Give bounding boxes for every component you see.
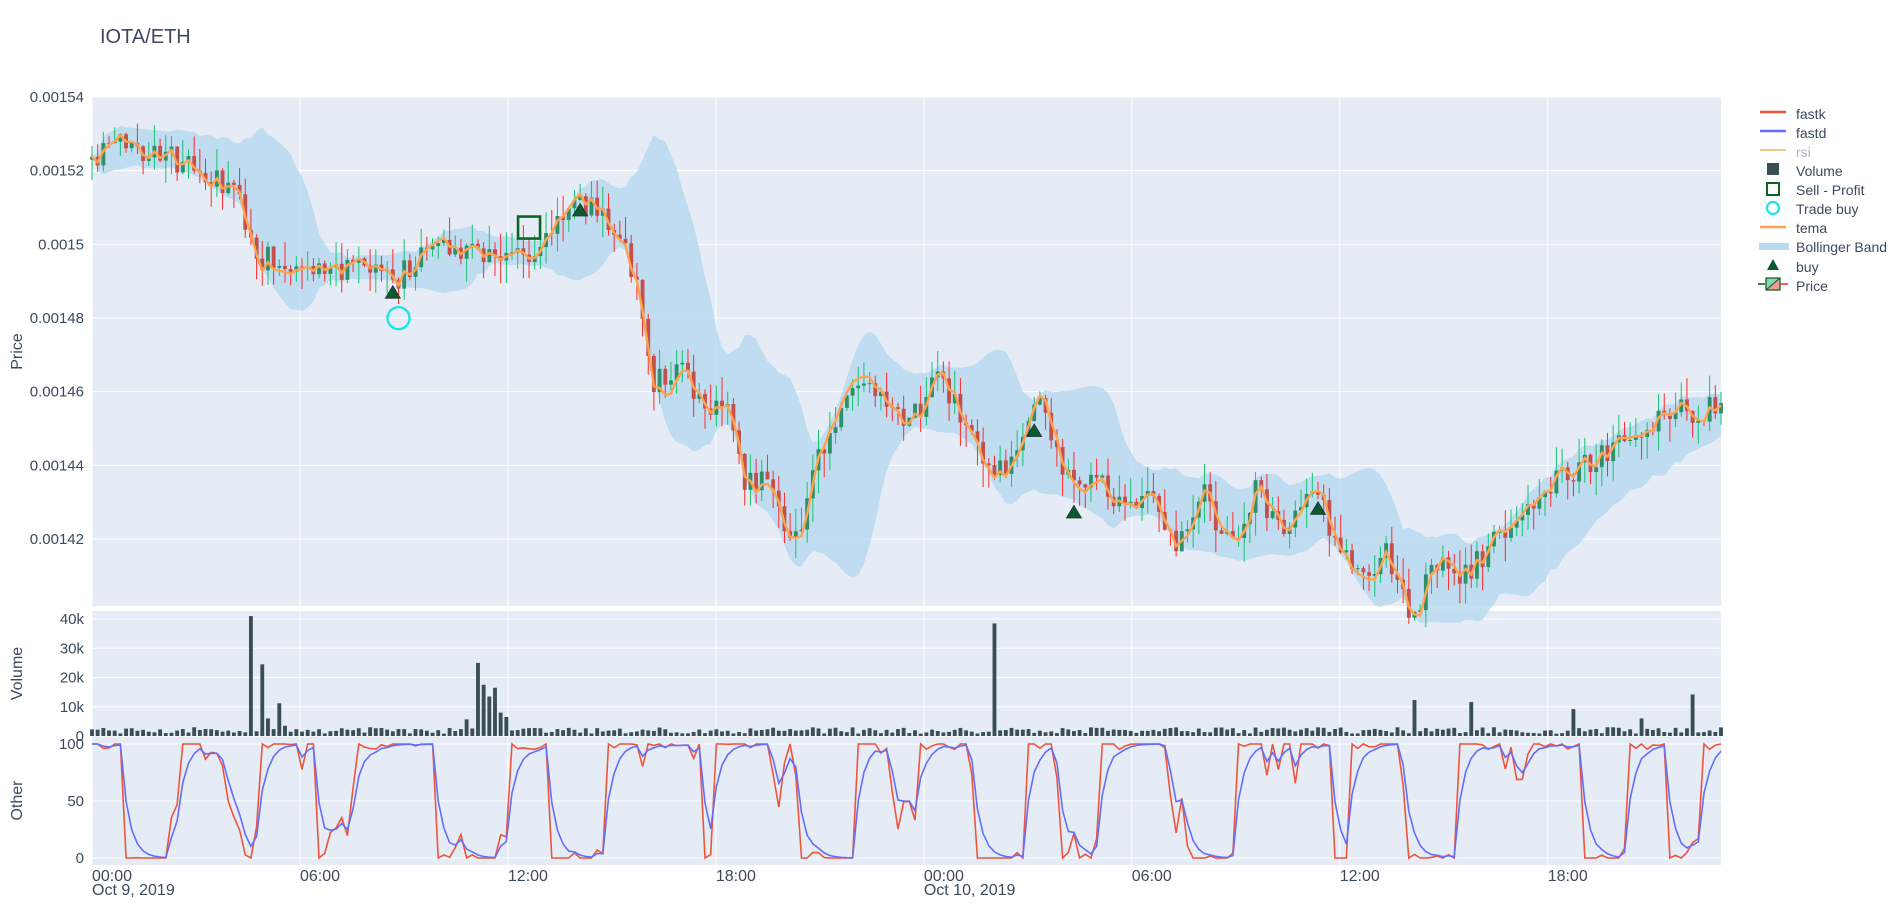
svg-text:06:00: 06:00 bbox=[1132, 868, 1172, 885]
svg-text:40k: 40k bbox=[60, 611, 85, 628]
svg-text:100: 100 bbox=[59, 736, 84, 753]
svg-text:0: 0 bbox=[76, 850, 84, 867]
svg-text:0.00142: 0.00142 bbox=[30, 531, 84, 548]
svg-text:0.00146: 0.00146 bbox=[30, 384, 84, 401]
svg-text:18:00: 18:00 bbox=[1548, 868, 1588, 885]
svg-text:06:00: 06:00 bbox=[300, 868, 340, 885]
svg-text:0.0015: 0.0015 bbox=[38, 236, 84, 253]
svg-text:50: 50 bbox=[67, 793, 84, 810]
svg-text:18:00: 18:00 bbox=[716, 868, 756, 885]
svg-text:Other: Other bbox=[9, 780, 26, 821]
svg-text:0.00154: 0.00154 bbox=[30, 89, 84, 106]
svg-text:10k: 10k bbox=[60, 699, 85, 716]
svg-text:0.00152: 0.00152 bbox=[30, 163, 84, 180]
svg-text:12:00: 12:00 bbox=[508, 868, 548, 885]
svg-text:Price: Price bbox=[9, 333, 26, 370]
svg-text:30k: 30k bbox=[60, 640, 85, 657]
svg-text:0.00144: 0.00144 bbox=[30, 457, 84, 474]
svg-text:20k: 20k bbox=[60, 670, 85, 687]
svg-text:Oct 10, 2019: Oct 10, 2019 bbox=[924, 882, 1016, 899]
svg-text:0.00148: 0.00148 bbox=[30, 310, 84, 327]
svg-text:Oct 9, 2019: Oct 9, 2019 bbox=[92, 882, 175, 899]
svg-text:Volume: Volume bbox=[9, 647, 26, 700]
svg-text:12:00: 12:00 bbox=[1340, 868, 1380, 885]
